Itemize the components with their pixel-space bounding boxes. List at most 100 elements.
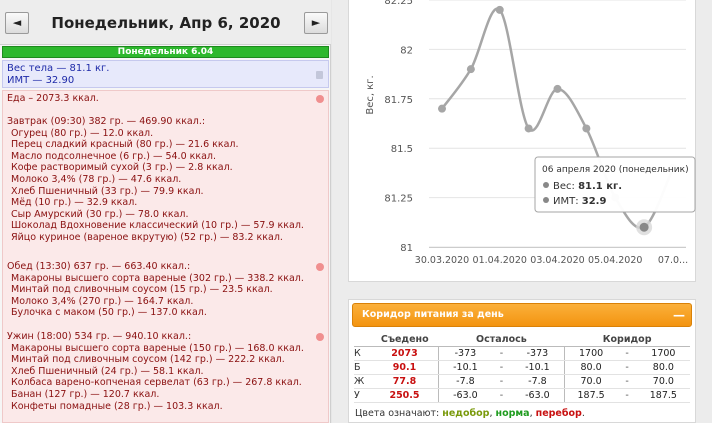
range-dash: - bbox=[617, 360, 637, 375]
data-point bbox=[582, 124, 591, 133]
series-line bbox=[440, 7, 675, 230]
y-tick-label: 81.5 bbox=[391, 144, 413, 155]
legend-prefix: Цвета означают: bbox=[355, 408, 443, 419]
range-dash: - bbox=[491, 360, 512, 375]
trash-icon[interactable] bbox=[316, 71, 323, 79]
left-min-value: -10.1 bbox=[438, 360, 492, 375]
table-row: Ж 77.8 -7.8 - -7.8 70.0 - 70.0 bbox=[354, 374, 690, 389]
food-item: Хлеб Пшеничный (24 гр.) — 58.1 ккал. bbox=[11, 365, 204, 377]
y-tick-label: 82 bbox=[400, 45, 413, 56]
corridor-min-value: 80.0 bbox=[563, 360, 618, 375]
left-max-value: -7.8 bbox=[511, 374, 565, 389]
prev-day-button[interactable]: ◄ bbox=[5, 12, 29, 34]
tooltip-date: 06 апреля 2020 (понедельник) bbox=[542, 165, 689, 175]
range-dash: - bbox=[617, 374, 637, 389]
next-day-button[interactable]: ► bbox=[304, 12, 328, 34]
food-item: Шоколад Вдохновение классический (10 гр.… bbox=[11, 220, 304, 232]
corridor-max-value: 80.0 bbox=[636, 360, 690, 375]
table-row: Б 90.1 -10.1 - -10.1 80.0 - 80.0 bbox=[354, 360, 690, 375]
tooltip-weight: Вес: 81.1 кг. bbox=[553, 181, 622, 192]
range-dash: - bbox=[491, 346, 512, 361]
meal-title-breakfast: Завтрак (09:30) 382 гр. — 469.90 ккал.: bbox=[7, 116, 206, 127]
x-tick-label: 30.03.2020 bbox=[415, 255, 469, 266]
food-item: Конфеты помадные (28 гр.) — 103.3 ккал. bbox=[11, 400, 223, 412]
food-item: Минтай под сливочным соусом (15 гр.) — 2… bbox=[11, 284, 273, 296]
date-navigation: ◄ Понедельник, Апр 6, 2020 ► bbox=[0, 0, 331, 45]
legend-over: перебор bbox=[535, 408, 582, 419]
bmi-value: ИМТ — 32.90 bbox=[7, 75, 75, 86]
x-tick-label: 01.04.2020 bbox=[473, 255, 527, 266]
data-point bbox=[524, 124, 533, 133]
corridor-title: Коридор питания за день bbox=[362, 309, 504, 320]
food-item: Макароны высшего сорта вареные (150 гр.)… bbox=[11, 342, 304, 354]
y-tick-label: 81.25 bbox=[384, 194, 413, 205]
tooltip-weight-value: 81.1 кг. bbox=[578, 181, 622, 192]
corridor-max-value: 1700 bbox=[636, 346, 690, 361]
food-item: Молоко 3,4% (78 гр.) — 47.6 ккал. bbox=[11, 174, 182, 185]
nutrition-corridor-panel: Коридор питания за день — Съедено Остало… bbox=[348, 299, 696, 423]
diary-panel: ◄ Понедельник, Апр 6, 2020 ► Понедельник… bbox=[0, 0, 331, 423]
range-dash: - bbox=[491, 374, 512, 389]
range-dash: - bbox=[491, 388, 512, 403]
tooltip-weight-label: Вес: bbox=[553, 181, 578, 192]
tooltip-bullet bbox=[543, 182, 549, 188]
food-total: Еда – 2073.3 ккал. bbox=[7, 93, 99, 104]
data-point-highlight bbox=[639, 222, 649, 232]
corridor-min-value: 1700 bbox=[563, 346, 618, 361]
data-point bbox=[466, 65, 475, 74]
y-tick-label: 81.75 bbox=[384, 95, 413, 106]
day-header[interactable]: Понедельник 6.04 bbox=[2, 46, 329, 58]
column-header-blank bbox=[354, 333, 371, 347]
weight-chart-panel: 81 81.25 81.5 81.75 82 82.25 Вес, кг. 30.03.202… bbox=[348, 0, 696, 282]
date-title: Понедельник, Апр 6, 2020 bbox=[51, 14, 281, 32]
data-point bbox=[438, 104, 446, 113]
legend-separator: , bbox=[489, 408, 496, 419]
column-header-eaten: Съедено bbox=[370, 333, 439, 347]
food-item: Колбаса варено-копченая сервелат (63 гр.… bbox=[11, 377, 302, 389]
row-label: У bbox=[354, 388, 371, 403]
corridor-max-value: 70.0 bbox=[636, 374, 690, 389]
food-item: Банан (127 гр.) — 120.7 ккал. bbox=[11, 389, 160, 400]
corridor-max-value: 187.5 bbox=[636, 388, 690, 403]
eaten-value: 2073 bbox=[370, 346, 439, 361]
stats-panel: 81 81.25 81.5 81.75 82 82.25 Вес, кг. 30.03.202… bbox=[332, 0, 712, 423]
meal-pin-icon[interactable] bbox=[316, 263, 324, 271]
food-item: Яйцо куриное (вареное вкрутую) (52 гр.) … bbox=[11, 232, 283, 243]
weight-chart[interactable]: 81 81.25 81.5 81.75 82 82.25 Вес, кг. 30.03.202… bbox=[349, 0, 697, 282]
table-row: К 2073 -373 - -373 1700 - 1700 bbox=[354, 346, 690, 361]
minimize-icon[interactable]: — bbox=[673, 308, 685, 322]
corridor-header[interactable]: Коридор питания за день — bbox=[352, 303, 692, 327]
x-tick-label: 03.04.2020 bbox=[530, 255, 584, 266]
food-item: Булочка с маком (50 гр.) — 137.0 ккал. bbox=[11, 307, 207, 319]
y-axis-label: Вес, кг. bbox=[365, 75, 376, 114]
left-max-value: -373 bbox=[511, 346, 565, 361]
corridor-table: Съедено Осталось Коридор К 2073 -373 - -… bbox=[354, 333, 690, 403]
y-tick-label: 81 bbox=[400, 243, 413, 254]
row-label: К bbox=[354, 346, 371, 361]
range-dash: - bbox=[617, 346, 637, 361]
food-pin-icon[interactable] bbox=[316, 95, 324, 103]
weight-value: Вес тела — 81.1 кг. bbox=[7, 63, 110, 74]
eaten-value: 90.1 bbox=[370, 360, 439, 375]
table-row: У 250.5 -63.0 - -63.0 187.5 - 187.5 bbox=[354, 388, 690, 403]
weight-entry[interactable]: Вес тела — 81.1 кг. ИМТ — 32.90 bbox=[2, 60, 329, 88]
food-entry[interactable]: Еда – 2073.3 ккал. Завтрак (09:30) 382 г… bbox=[2, 90, 329, 423]
range-dash: - bbox=[617, 388, 637, 403]
data-point bbox=[495, 5, 504, 14]
meal-pin-icon[interactable] bbox=[316, 333, 324, 341]
y-tick-label: 82.25 bbox=[384, 0, 413, 7]
food-item: Хлеб Пшеничный (33 гр.) — 79.9 ккал. bbox=[11, 185, 204, 197]
legend-end: . bbox=[581, 408, 585, 419]
food-item: Молоко 3,4% (270 гр.) — 164.7 ккал. bbox=[11, 295, 194, 307]
eaten-value: 250.5 bbox=[370, 388, 439, 403]
eaten-value: 77.8 bbox=[370, 374, 439, 389]
x-tick-label: 05.04.2020 bbox=[588, 255, 642, 266]
x-tick-label: 07.0... bbox=[658, 255, 688, 266]
left-min-value: -7.8 bbox=[438, 374, 492, 389]
food-item: Сыр Амурский (30 гр.) — 78.0 ккал. bbox=[11, 208, 189, 220]
food-item: Макароны высшего сорта вареные (302 гр.)… bbox=[11, 272, 304, 284]
left-max-value: -10.1 bbox=[511, 360, 565, 375]
legend-norm: норма bbox=[495, 408, 530, 419]
corridor-min-value: 187.5 bbox=[563, 388, 618, 403]
